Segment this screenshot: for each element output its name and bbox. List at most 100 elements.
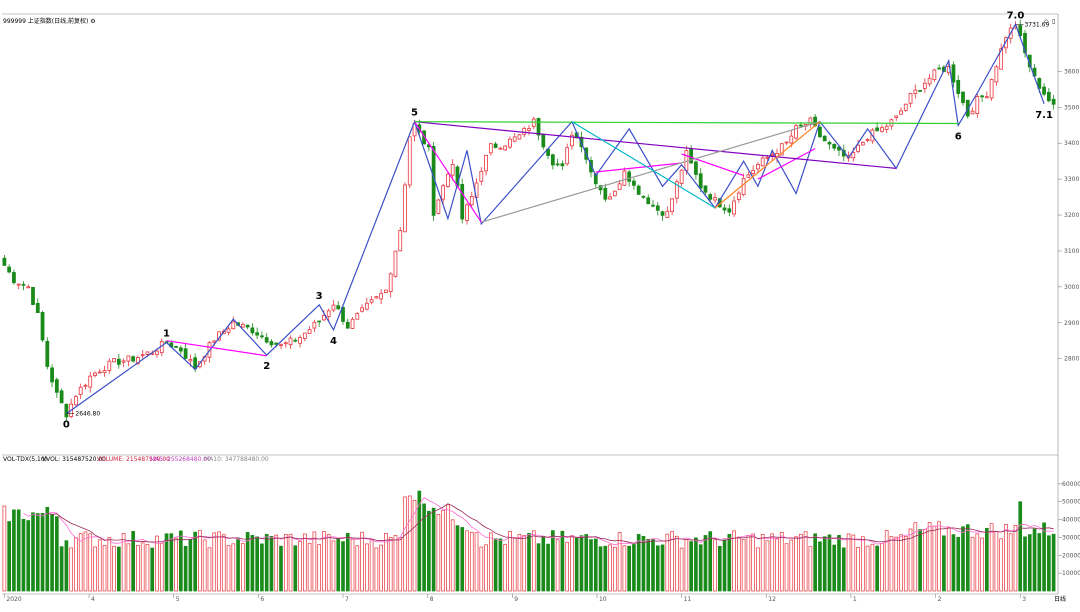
x-tick-label: 2020 bbox=[6, 596, 21, 603]
volume-bar bbox=[298, 540, 302, 592]
volume-bar bbox=[546, 543, 550, 592]
volume-bar bbox=[865, 545, 870, 592]
candle-body bbox=[722, 207, 727, 211]
x-tick-label: 3 bbox=[1022, 596, 1026, 603]
volume-bar bbox=[74, 537, 78, 592]
candle-body bbox=[279, 344, 283, 347]
candle-body bbox=[126, 355, 131, 362]
volume-bar bbox=[932, 525, 937, 592]
volume-bar bbox=[169, 533, 174, 592]
volume-bar bbox=[131, 530, 135, 592]
volume-bar bbox=[584, 534, 589, 592]
volume-bar bbox=[1042, 522, 1046, 592]
volume-bar bbox=[1037, 533, 1042, 592]
candle-body bbox=[832, 143, 837, 149]
candle-body bbox=[913, 89, 918, 94]
volume-bar bbox=[651, 538, 655, 592]
volume-bar bbox=[260, 543, 264, 592]
volume-bar bbox=[379, 544, 383, 592]
volume-bar bbox=[522, 535, 527, 592]
volume-bar bbox=[255, 536, 259, 592]
candle-body bbox=[102, 370, 107, 373]
volume-bar bbox=[570, 535, 574, 592]
maximize-icon[interactable]: ▯ bbox=[1052, 18, 1055, 25]
candle-body bbox=[40, 311, 45, 341]
candles-group bbox=[2, 19, 1056, 422]
candle-body bbox=[21, 283, 26, 286]
candle-body bbox=[407, 136, 412, 186]
volume-bar bbox=[880, 542, 884, 592]
candle-body bbox=[388, 273, 393, 293]
volume-bar bbox=[980, 537, 984, 592]
volume-bar bbox=[31, 512, 35, 592]
volume-bar bbox=[861, 536, 865, 592]
wave-label: 4 bbox=[330, 336, 337, 347]
volume-bar bbox=[155, 535, 159, 592]
volume-bar bbox=[245, 532, 250, 592]
volume-bar bbox=[293, 545, 298, 592]
volume-bar bbox=[775, 538, 779, 592]
volume-bar bbox=[40, 512, 45, 592]
volume-bar bbox=[355, 545, 360, 592]
volume-bar bbox=[1051, 533, 1056, 592]
volume-bar bbox=[622, 545, 627, 592]
volume-bar bbox=[274, 534, 279, 592]
price-tick-label: 3300 bbox=[1064, 176, 1079, 183]
candle-body bbox=[903, 103, 908, 111]
trend-line bbox=[714, 121, 821, 209]
candle-body bbox=[317, 320, 322, 323]
volume-bar bbox=[517, 534, 522, 592]
volume-bar bbox=[207, 547, 212, 592]
candle-body bbox=[155, 350, 159, 355]
volume-bar bbox=[393, 535, 398, 592]
candle-body bbox=[178, 347, 183, 352]
x-tick-label: 1 bbox=[853, 596, 857, 603]
volume-bar bbox=[784, 543, 789, 592]
candle-body bbox=[360, 307, 364, 312]
volume-bar bbox=[150, 547, 155, 592]
volume-bar bbox=[717, 545, 722, 592]
price-tick-label: 3100 bbox=[1064, 248, 1079, 255]
wave-label: 7.0 bbox=[1007, 10, 1025, 21]
volume-bar bbox=[613, 546, 617, 592]
diamond-icon[interactable]: ◇ bbox=[1044, 18, 1049, 25]
candle-body bbox=[875, 127, 880, 132]
candle-body bbox=[78, 386, 83, 395]
candle-body bbox=[83, 384, 88, 387]
candle-body bbox=[384, 289, 388, 293]
candle-body bbox=[16, 283, 21, 286]
candle-body bbox=[274, 342, 279, 345]
candle-body bbox=[226, 328, 231, 333]
volume-bar bbox=[212, 532, 217, 592]
candle-body bbox=[565, 147, 570, 165]
volume-bar bbox=[1008, 533, 1013, 592]
candle-body bbox=[689, 148, 694, 164]
candle-body bbox=[994, 66, 999, 83]
trend-line bbox=[595, 162, 682, 173]
candle-body bbox=[770, 154, 775, 157]
price-tick-label: 2800 bbox=[1064, 356, 1079, 363]
volume-bar bbox=[331, 540, 336, 592]
wave-label: 5 bbox=[411, 108, 418, 119]
x-tick-label: 7 bbox=[345, 596, 349, 603]
price-tick-label: 3400 bbox=[1064, 140, 1079, 147]
volume-bar bbox=[489, 532, 493, 592]
candle-body bbox=[975, 96, 980, 115]
volume-bar bbox=[679, 547, 684, 592]
price-tick-label: 2900 bbox=[1064, 320, 1079, 327]
candle-body bbox=[374, 296, 379, 299]
volume-bar bbox=[365, 543, 369, 592]
candle-body bbox=[899, 110, 903, 115]
candle-body bbox=[369, 299, 374, 303]
volume-bar bbox=[951, 534, 956, 592]
volume-bar bbox=[140, 542, 145, 592]
volume-bar bbox=[384, 533, 388, 592]
candle-body bbox=[865, 139, 870, 141]
trend-line bbox=[414, 121, 897, 169]
candle-body bbox=[670, 198, 674, 213]
period-label[interactable]: 日线 bbox=[1054, 595, 1066, 603]
volume-bar bbox=[536, 543, 541, 592]
volume-bar bbox=[102, 545, 107, 592]
candle-body bbox=[837, 146, 841, 151]
candle-body bbox=[694, 161, 698, 175]
